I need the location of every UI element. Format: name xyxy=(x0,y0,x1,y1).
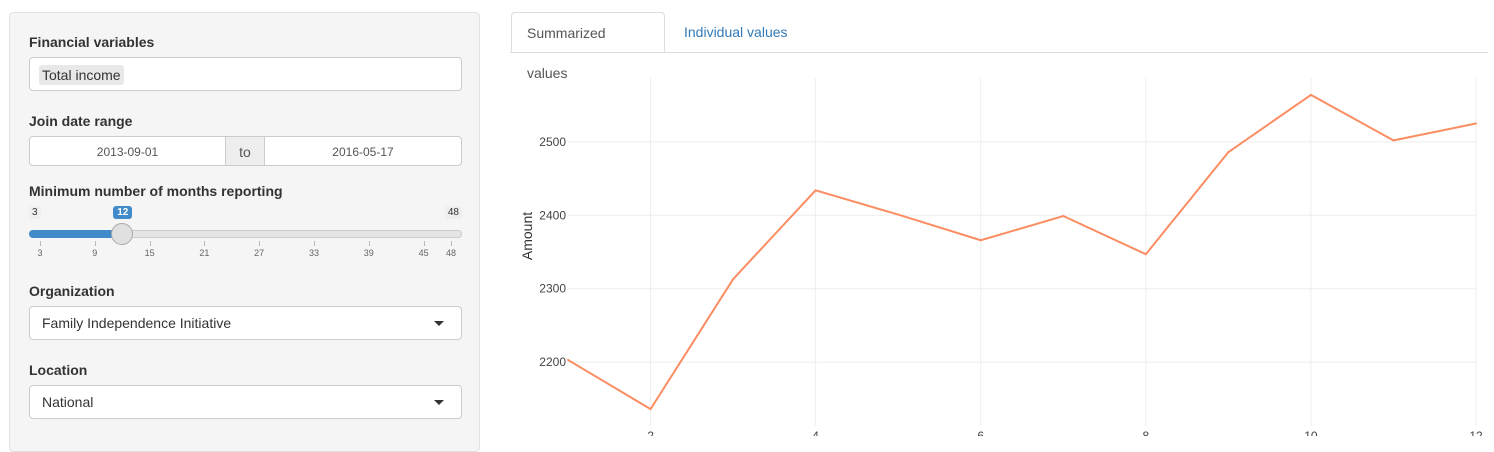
x-tick-label: 4 xyxy=(812,429,819,436)
months-slider[interactable]: 3 48 12 3 9 15 21 27 33 39 45 48 xyxy=(29,206,462,266)
slider-tick-label: 21 xyxy=(199,248,210,258)
slider-tick-label: 39 xyxy=(363,248,374,258)
financial-variables-label: Financial variables xyxy=(29,34,155,50)
tab-individual-values[interactable]: Individual values xyxy=(684,24,788,40)
slider-fill xyxy=(29,230,123,238)
location-select[interactable]: National xyxy=(29,385,462,419)
x-tick-label: 2 xyxy=(647,429,654,436)
series-point xyxy=(1309,93,1312,96)
series-point xyxy=(979,239,982,242)
slider-tick-mark xyxy=(94,241,96,246)
slider-min-label: 3 xyxy=(29,206,41,219)
series-point xyxy=(1392,139,1395,142)
organization-selected: Family Independence Initiative xyxy=(42,315,232,331)
series-point xyxy=(1475,122,1477,125)
location-selected: National xyxy=(42,394,94,410)
slider-tick-mark xyxy=(368,241,370,246)
slider-max-label: 48 xyxy=(444,206,462,219)
tab-divider xyxy=(510,52,1488,53)
slider-value-label: 12 xyxy=(113,206,133,219)
slider-tick-label: 48 xyxy=(445,248,456,258)
slider-tick-label: 9 xyxy=(92,248,98,258)
y-axis-label: Amount xyxy=(519,212,535,260)
x-tick-label: 12 xyxy=(1469,429,1483,436)
slider-tick-mark xyxy=(451,241,452,246)
x-tick-label: 10 xyxy=(1304,429,1318,436)
organization-select[interactable]: Family Independence Initiative xyxy=(29,306,462,340)
financial-variables-input[interactable]: Total income xyxy=(29,57,462,91)
series-point xyxy=(732,278,735,281)
chevron-down-icon xyxy=(434,400,444,405)
sidebar-panel: Financial variables Total income Join da… xyxy=(9,12,480,452)
slider-tick-mark xyxy=(314,241,315,246)
series-point xyxy=(897,213,900,216)
series-point xyxy=(1062,215,1065,218)
tab-summarized-values[interactable]: Summarized values xyxy=(511,12,665,81)
slider-handle[interactable] xyxy=(111,223,134,245)
series-point xyxy=(1227,151,1230,154)
y-tick-label: 2400 xyxy=(539,208,566,222)
y-tick-label: 2200 xyxy=(539,355,566,369)
min-months-label: Minimum number of months reporting xyxy=(29,183,283,199)
date-separator: to xyxy=(226,136,264,166)
date-range-group: 2013-09-01 to 2016-05-17 xyxy=(29,136,462,166)
financial-variable-chip[interactable]: Total income xyxy=(39,65,124,85)
series-line xyxy=(567,93,1477,411)
slider-tick-mark xyxy=(204,241,206,246)
slider-tick-label: 45 xyxy=(418,248,429,258)
y-tick-label: 2300 xyxy=(539,282,566,296)
series-point xyxy=(567,358,569,361)
series-point xyxy=(649,408,652,411)
line-chart: 2 4 6 8 10 12 2200 2300 2400 2500 Amount xyxy=(519,78,1483,436)
organization-label: Organization xyxy=(29,283,115,299)
chevron-down-icon xyxy=(434,321,444,326)
slider-tick-mark xyxy=(40,241,41,246)
chart-series xyxy=(567,93,1477,411)
join-date-range-label: Join date range xyxy=(29,113,133,129)
y-tick-label: 2500 xyxy=(539,135,566,149)
x-tick-label: 8 xyxy=(1142,429,1149,436)
date-start-input[interactable]: 2013-09-01 xyxy=(29,136,226,166)
x-tick-label: 6 xyxy=(977,429,984,436)
slider-tick-mark xyxy=(423,241,425,246)
series-point xyxy=(814,189,817,192)
slider-tick-label: 3 xyxy=(37,248,43,258)
slider-tick-label: 27 xyxy=(254,248,265,258)
chart-tick-labels: 2 4 6 8 10 12 2200 2300 2400 2500 xyxy=(539,135,1483,436)
slider-tick-label: 15 xyxy=(144,248,155,258)
slider-tick-mark xyxy=(259,241,261,246)
date-end-input[interactable]: 2016-05-17 xyxy=(264,136,462,166)
slider-tick-mark xyxy=(149,241,151,246)
location-label: Location xyxy=(29,362,88,378)
slider-tick-label: 33 xyxy=(308,248,319,258)
chart-grid xyxy=(568,78,1477,426)
series-point xyxy=(1144,253,1147,256)
